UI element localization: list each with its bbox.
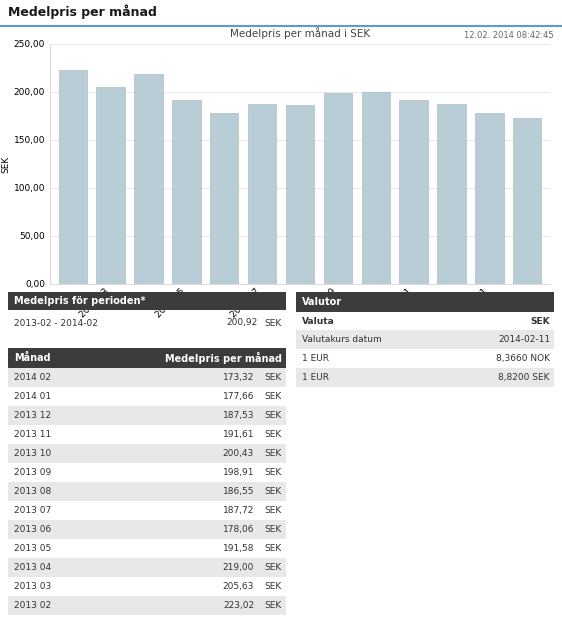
Text: SEK: SEK [265, 506, 282, 515]
Text: 2013 08: 2013 08 [14, 487, 51, 496]
Text: 1 EUR: 1 EUR [302, 354, 329, 363]
Title: Medelpris per månad i SEK: Medelpris per månad i SEK [230, 27, 370, 39]
Y-axis label: SEK: SEK [2, 155, 11, 173]
Text: Valutakurs datum: Valutakurs datum [302, 335, 382, 344]
Bar [8, 482, 286, 501]
Text: 205,63: 205,63 [223, 582, 254, 591]
Text: 223,02: 223,02 [223, 601, 254, 610]
Text: Medelpris för perioden*: Medelpris för perioden* [14, 296, 146, 306]
Text: SEK: SEK [265, 449, 282, 458]
Bar [296, 349, 554, 368]
Bar [513, 117, 541, 284]
Text: 2014 02: 2014 02 [14, 373, 51, 382]
Text: 200,43: 200,43 [223, 449, 254, 458]
Text: SEK: SEK [265, 318, 282, 327]
Bar [248, 104, 277, 284]
Text: Medelpris per månad: Medelpris per månad [165, 352, 282, 364]
Bar [296, 292, 554, 312]
Text: 2013-02 - 2014-02: 2013-02 - 2014-02 [14, 318, 98, 327]
Text: Valutor: Valutor [302, 297, 342, 307]
Bar [286, 105, 314, 284]
Bar [8, 596, 286, 615]
Bar [8, 348, 286, 368]
Bar [8, 406, 286, 425]
Text: SEK: SEK [265, 411, 282, 420]
Bar [8, 520, 286, 539]
Bar [8, 444, 286, 463]
Bar [8, 539, 286, 558]
Bar [324, 93, 352, 284]
Text: 186,55: 186,55 [223, 487, 254, 496]
Bar [210, 113, 238, 284]
Bar [8, 425, 286, 444]
Text: SEK: SEK [265, 582, 282, 591]
Text: SEK: SEK [265, 392, 282, 401]
Text: 177,66: 177,66 [223, 392, 254, 401]
Text: 2013 03: 2013 03 [14, 582, 51, 591]
Text: 2013 12: 2013 12 [14, 411, 51, 420]
Text: SEK: SEK [265, 563, 282, 572]
Text: 8,3660 NOK: 8,3660 NOK [496, 354, 550, 363]
Text: 2013 02: 2013 02 [14, 601, 51, 610]
Text: SEK: SEK [265, 487, 282, 496]
Text: SEK: SEK [265, 373, 282, 382]
Text: 2013 11: 2013 11 [14, 430, 51, 439]
Bar [8, 292, 286, 310]
Text: Medelpris per månad: Medelpris per månad [8, 5, 157, 19]
Text: Valuta: Valuta [302, 317, 335, 325]
Bar [8, 387, 286, 406]
Text: 2013 06: 2013 06 [14, 525, 51, 534]
Text: 178,06: 178,06 [223, 525, 254, 534]
Bar [8, 463, 286, 482]
Bar [361, 92, 390, 284]
Text: 173,32: 173,32 [223, 373, 254, 382]
Bar [437, 104, 466, 284]
Text: 2013 04: 2013 04 [14, 563, 51, 572]
Text: 191,58: 191,58 [223, 544, 254, 553]
Text: SEK: SEK [265, 468, 282, 477]
Text: SEK: SEK [265, 544, 282, 553]
Text: 2014-02-11: 2014-02-11 [498, 335, 550, 344]
Text: 187,53: 187,53 [223, 411, 254, 420]
Text: Månad: Månad [14, 353, 51, 363]
Text: 187,72: 187,72 [223, 506, 254, 515]
Text: 2013 07: 2013 07 [14, 506, 51, 515]
Text: SEK: SEK [265, 525, 282, 534]
Text: SEK: SEK [531, 317, 550, 325]
Text: 198,91: 198,91 [223, 468, 254, 477]
Text: 2013 10: 2013 10 [14, 449, 51, 458]
Bar [97, 87, 125, 284]
Text: 8,8200 SEK: 8,8200 SEK [498, 373, 550, 382]
Bar [8, 501, 286, 520]
Text: 200,92: 200,92 [226, 318, 258, 327]
Bar [296, 312, 554, 330]
Text: 2013 05: 2013 05 [14, 544, 51, 553]
Bar [8, 577, 286, 596]
Bar [172, 100, 201, 284]
Text: 2014 01: 2014 01 [14, 392, 51, 401]
Bar [8, 368, 286, 387]
Text: 191,61: 191,61 [223, 430, 254, 439]
Bar [296, 368, 554, 387]
Bar [134, 73, 162, 284]
Bar [475, 114, 504, 284]
Text: 12.02. 2014 08:42:45: 12.02. 2014 08:42:45 [464, 31, 554, 40]
Bar [58, 70, 87, 284]
Text: SEK: SEK [265, 430, 282, 439]
Text: 219,00: 219,00 [223, 563, 254, 572]
Text: 1 EUR: 1 EUR [302, 373, 329, 382]
Bar [400, 100, 428, 284]
Text: 2013 09: 2013 09 [14, 468, 51, 477]
Bar [296, 330, 554, 349]
Text: SEK: SEK [265, 601, 282, 610]
Bar [8, 558, 286, 577]
